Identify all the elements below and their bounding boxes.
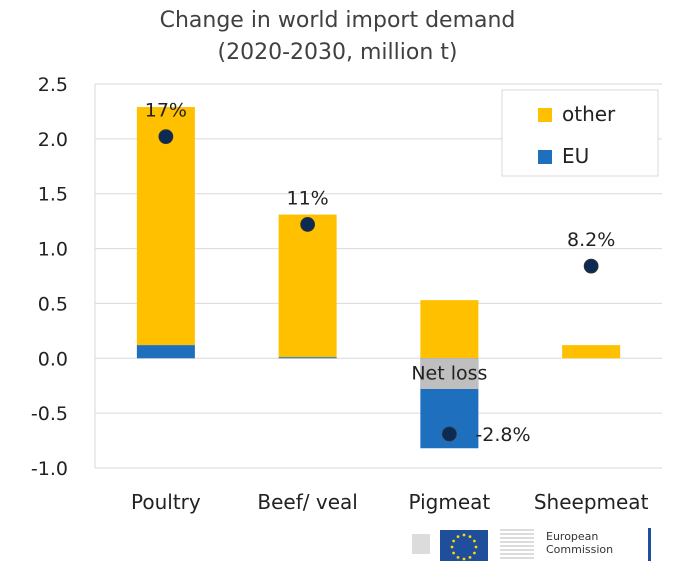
y-tick-label: 1.0 xyxy=(38,239,68,261)
european-commission-logo: European Commission xyxy=(412,524,662,561)
bar-other xyxy=(136,107,195,346)
legend-box xyxy=(501,89,659,177)
x-tick-label: Beef/ veal xyxy=(257,490,357,514)
net-loss-segment xyxy=(420,358,479,390)
bar-eu xyxy=(136,345,195,359)
y-tick-label: 2.5 xyxy=(38,74,68,96)
marker-point xyxy=(300,217,316,232)
x-tick-label: Sheepmeat xyxy=(534,490,649,514)
legend-label: other xyxy=(562,102,616,126)
marker-point xyxy=(583,258,599,274)
logo-text: European Commission xyxy=(546,530,613,556)
marker-label: 8.2% xyxy=(567,229,615,251)
legend-swatch xyxy=(538,108,552,122)
logo-divider xyxy=(648,528,651,561)
chart-subtitle: (2020-2030, million t) xyxy=(217,40,458,65)
y-tick-label: 2.0 xyxy=(38,129,68,151)
bar-other xyxy=(420,300,479,359)
legend-swatch xyxy=(538,150,552,164)
net-loss-label: Net loss xyxy=(411,362,487,384)
bar-other xyxy=(278,214,337,358)
marker-label: 17% xyxy=(145,100,187,122)
x-tick-label: Pigmeat xyxy=(408,490,490,514)
marker-point xyxy=(441,426,457,442)
marker-point xyxy=(158,129,174,145)
y-tick-label: 1.5 xyxy=(38,184,68,206)
bar-eu xyxy=(278,357,337,359)
logo-line-1: European xyxy=(546,530,599,543)
legend-label: EU xyxy=(562,144,589,168)
logo-line-2: Commission xyxy=(546,543,614,556)
bar-other xyxy=(562,345,621,359)
y-tick-label: 0.0 xyxy=(38,348,68,370)
x-tick-label: Poultry xyxy=(131,490,201,514)
marker-label: -2.8% xyxy=(475,424,530,446)
chart-title: Change in world import demand xyxy=(159,8,516,33)
eu-flag-icon xyxy=(412,529,534,561)
y-tick-label: 0.5 xyxy=(38,293,68,315)
y-tick-label: -1.0 xyxy=(31,458,68,480)
y-tick-label: -0.5 xyxy=(31,403,68,425)
marker-label: 11% xyxy=(287,187,329,209)
